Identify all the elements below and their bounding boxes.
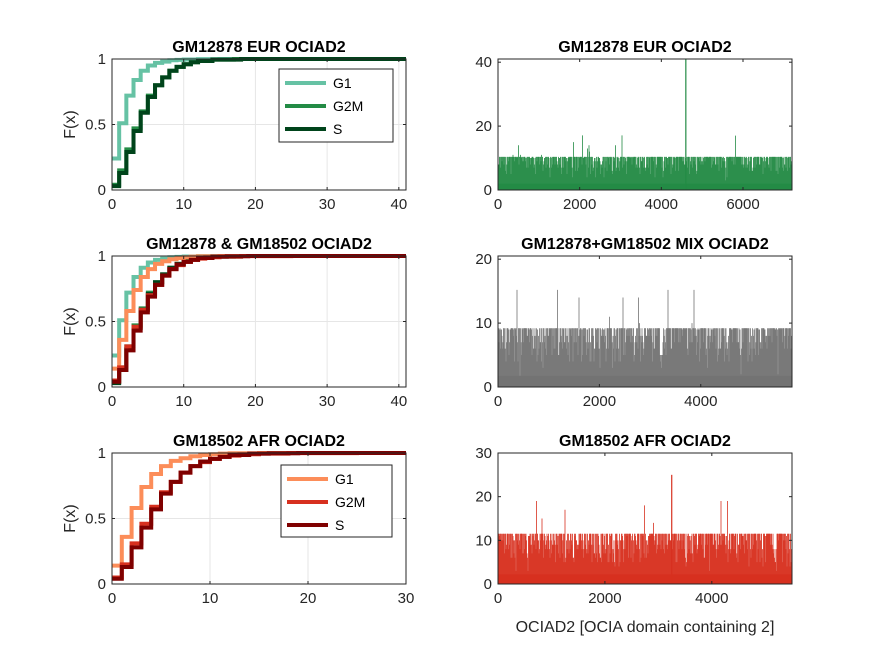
axes-box [497,452,793,585]
y-tick-label: 20 [475,118,492,135]
y-tick-label: 0 [98,576,106,593]
legend: G1 G2M S [280,464,393,538]
chart-cdf_afr: 0 10 20 30 0 0.5 1 GM18502 AFR OCIAD2 F(x) G1 G2M S [62,433,414,607]
chart-title: GM12878+GM18502 MIX OCIAD2 [521,236,769,253]
series-line-g1 [112,254,406,371]
x-tick-label: 30 [398,590,415,607]
y-tick-label: 10 [475,532,492,549]
y-tick-label: 0 [98,379,106,396]
y-tick-label: 1 [98,445,106,462]
chart-title: GM12878 EUR OCIAD2 [558,39,731,56]
legend-label-s: S [333,121,342,137]
y-tick-label: 0 [484,576,492,593]
y-tick-label: 0.5 [85,117,106,134]
axes-box [497,58,793,191]
series-line-g1 [112,57,406,161]
legend-label-g1: G1 [333,75,352,91]
y-tick-label: 40 [475,54,492,71]
chart-cdf_eur: 0 10 20 30 40 0 0.5 1 GM12878 EUR OCIAD2 F(x) G1 G2… [62,39,407,213]
y-tick-label: 0.5 [85,511,106,528]
y-axis-label: F(x) [62,307,79,335]
histogram-base [498,183,792,190]
y-tick-label: 0.5 [85,314,106,331]
x-tick-label: 0 [494,393,502,410]
x-tick-label: 30 [319,393,336,410]
x-tick-label: 0 [108,393,116,410]
x-tick-label: 0 [494,590,502,607]
legend-label-g2m: G2M [335,494,365,510]
y-axis-label: F(x) [62,110,79,138]
histogram-base [498,375,792,387]
histogram-bars [497,289,792,387]
y-tick-label: 20 [475,251,492,268]
chart-hist_afr: 0 2000 4000 0 10 20 30 GM18502 AFR OCIAD2 [475,433,793,607]
chart-title: GM18502 AFR OCIAD2 [173,433,345,450]
chart-title: GM12878 EUR OCIAD2 [172,39,345,56]
y-tick-label: 30 [475,445,492,462]
y-tick-label: 0 [98,182,106,199]
x-tick-label: 20 [300,590,317,607]
legend-label-g2m: G2M [333,98,363,114]
x-tick-label: 10 [175,196,192,213]
x-tick-label: 40 [390,393,407,410]
x-tick-label: 0 [108,196,116,213]
y-tick-label: 10 [475,315,492,332]
x-tick-label: 20 [247,196,264,213]
x-tick-label: 4000 [645,196,678,213]
legend-label-g1: G1 [335,471,354,487]
series-line-s [112,254,406,384]
histogram-bars [497,59,792,190]
y-tick-label: 1 [98,248,106,265]
y-tick-label: 20 [475,489,492,506]
x-tick-label: 0 [108,590,116,607]
legend-label-s: S [335,517,344,533]
histogram-bars [497,474,792,584]
histogram-base [498,574,792,584]
chart-title: GM18502 AFR OCIAD2 [559,433,731,450]
x-tick-label: 40 [390,196,407,213]
x-tick-label: 2000 [588,590,621,607]
y-tick-label: 0 [484,182,492,199]
x-tick-label: 20 [247,393,264,410]
legend: G1 G2M S [278,68,394,143]
x-tick-label: 6000 [726,196,759,213]
x-tick-label: 10 [202,590,219,607]
x-tick-label: 2000 [583,393,616,410]
x-tick-label: 0 [494,196,502,213]
x-tick-label: 4000 [695,590,728,607]
chart-hist_mix: 0 2000 4000 0 10 20 GM12878+GM18502 MIX OCIAD2 [475,236,793,410]
axes-box [497,255,793,388]
chart-title: GM12878 & GM18502 OCIAD2 [146,236,372,253]
y-tick-label: 1 [98,51,106,68]
chart-cdf_mix: 0 10 20 30 40 0 0.5 1 GM12878 & GM18502 OCIAD2 F(… [62,236,407,410]
x-tick-label: 2000 [563,196,596,213]
series-line-s [112,451,406,581]
y-axis-label: F(x) [62,504,79,532]
x-tick-label: 30 [319,196,336,213]
series-line-s [112,57,406,189]
chart-hist_eur: 0 2000 4000 6000 0 20 40 GM12878 EUR OCIAD2 [475,39,793,213]
y-tick-label: 0 [484,379,492,396]
figure-xlabel: OCIAD2 [OCIA domain containing 2] [516,619,775,636]
x-tick-label: 10 [175,393,192,410]
x-tick-label: 4000 [684,393,717,410]
